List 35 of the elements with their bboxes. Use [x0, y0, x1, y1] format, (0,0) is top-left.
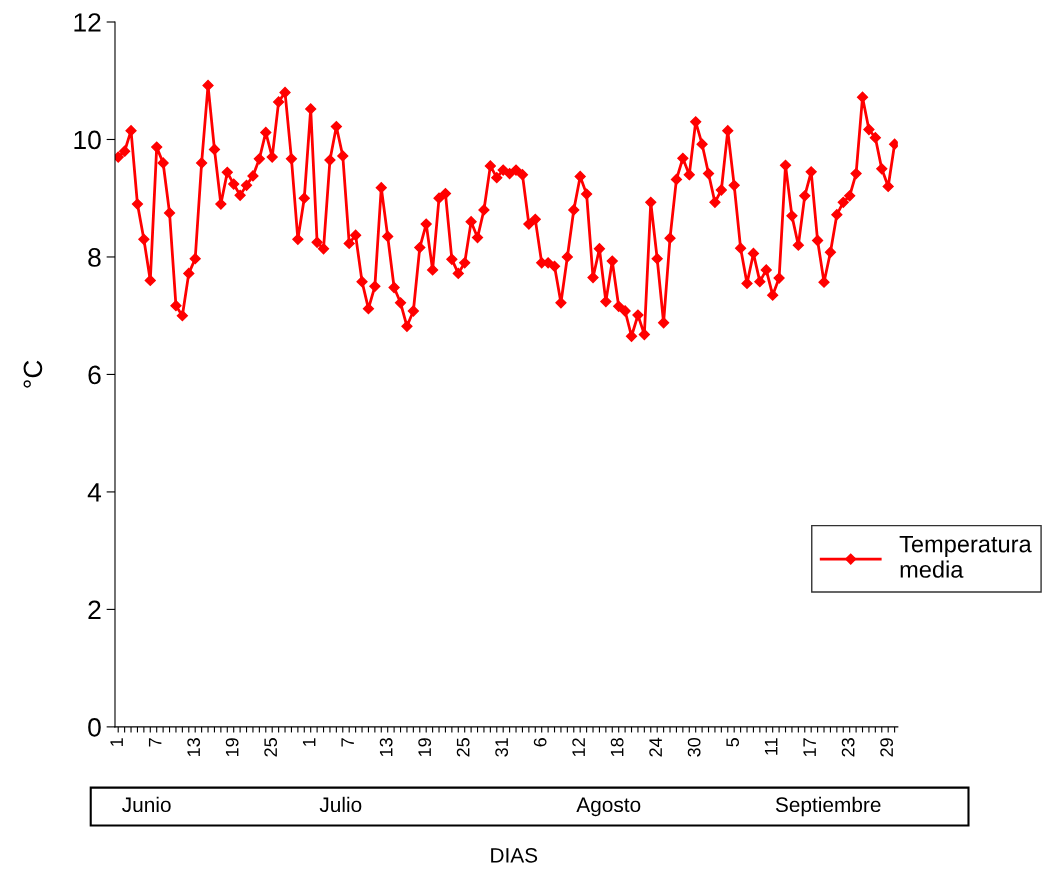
text: Julio [319, 796, 362, 813]
x-tick-label: 11 [764, 738, 778, 755]
x-tick-label: 1 [110, 738, 123, 746]
x-tick-label: 19 [418, 738, 432, 756]
x-tick-label: 7 [341, 738, 354, 747]
legend-label: Temperatura media [899, 535, 1032, 578]
x-tick-label: 18 [610, 738, 624, 756]
x-tick-label: 24 [649, 737, 662, 757]
y-tick-label: 12 [74, 13, 101, 32]
x-tick-label: 13 [187, 738, 201, 756]
y-tick-label: 8 [88, 248, 101, 267]
x-tick-label: 6 [533, 738, 547, 747]
text: Septiembre [775, 796, 881, 817]
y-tick-label: 10 [74, 130, 101, 150]
x-tick-label: 23 [841, 738, 855, 757]
x-tick-label: 29 [880, 738, 894, 757]
x-tick-label: 25 [264, 738, 278, 757]
y-tick-label: 0 [88, 718, 101, 737]
x-tick-label: 25 [456, 738, 470, 757]
text: Agosto [576, 797, 641, 817]
x-tick-label: 13 [379, 738, 393, 756]
x-tick-label: 1 [302, 738, 316, 746]
x-tick-label: 7 [148, 738, 162, 747]
text: Junio [122, 796, 171, 813]
x-tick-label: 17 [803, 738, 816, 756]
x-axis-title: DIAS [491, 847, 538, 863]
x-tick-label: 19 [225, 738, 239, 756]
y-tick-label: 2 [88, 600, 101, 619]
y-axis-title: °C [23, 360, 43, 388]
y-tick-label: 4 [87, 483, 102, 502]
x-tick-label: 30 [687, 738, 701, 757]
y-tick-label: 6 [88, 365, 101, 385]
x-tick-label: 12 [572, 738, 585, 756]
x-tick-label: 31 [495, 738, 509, 757]
x-tick-label: 5 [726, 738, 740, 747]
